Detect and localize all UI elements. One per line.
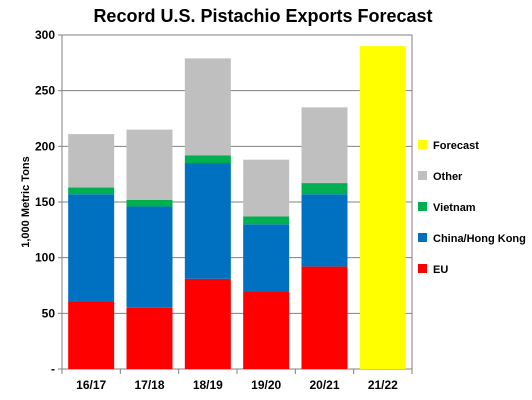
legend-label: Forecast	[433, 140, 479, 152]
y-tick-label: -	[51, 362, 55, 376]
x-tick-label: 17/18	[134, 378, 164, 392]
x-tick-label: 19/20	[251, 378, 281, 392]
bar-segment-vietnam	[243, 216, 290, 225]
legend: Forecast Other Vietnam China/Hong Kong EU	[418, 140, 526, 276]
bar-segment-china-hong-kong	[126, 206, 173, 308]
y-tick-label: 250	[35, 84, 55, 98]
legend-swatch	[418, 233, 427, 242]
legend-label: Other	[433, 171, 463, 183]
legend-label: EU	[433, 264, 448, 276]
y-tick-label: 200	[35, 139, 55, 153]
bar-segment-forecast	[359, 46, 406, 370]
bar-segment-china-hong-kong	[68, 194, 115, 302]
bars	[68, 46, 406, 370]
legend-swatch	[418, 264, 427, 273]
x-tick-label: 16/17	[76, 378, 106, 392]
y-tick-label: 50	[42, 306, 56, 320]
bar-segment-vietnam	[68, 187, 115, 195]
bar-segment-other	[126, 129, 173, 200]
bar-segment-other	[301, 107, 348, 184]
legend-swatch	[418, 202, 427, 211]
y-tick-label: 300	[35, 28, 55, 42]
gridlines	[61, 34, 413, 370]
bar-segment-china-hong-kong	[184, 163, 231, 279]
chart-title: Record U.S. Pistachio Exports Forecast	[93, 6, 432, 26]
y-tick-label: 150	[35, 195, 55, 209]
bar-segment-eu	[243, 291, 290, 369]
legend-swatch	[418, 171, 427, 180]
bar-segment-eu	[184, 278, 231, 369]
legend-label: Vietnam	[433, 202, 476, 214]
bar-segment-eu	[126, 307, 173, 369]
bar-segment-eu	[301, 266, 348, 369]
bar-segment-eu	[68, 301, 115, 369]
legend-swatch	[418, 140, 427, 149]
bar-segment-other	[243, 159, 290, 217]
x-tick-label: 20/21	[309, 378, 339, 392]
bar-segment-other	[184, 58, 231, 156]
bar-segment-vietnam	[126, 199, 173, 207]
bar-segment-vietnam	[301, 183, 348, 195]
bar-segment-other	[68, 134, 115, 188]
bar-segment-vietnam	[184, 155, 231, 164]
y-tick-label: 100	[35, 251, 55, 265]
y-axis-label: 1,000 Metric Tons	[20, 156, 32, 248]
legend-label: China/Hong Kong	[433, 233, 526, 245]
axes: - 50 100 150 200 250 300 16/17 17/18 18/19 19/20 20…	[35, 28, 413, 392]
bar-segment-china-hong-kong	[243, 224, 290, 292]
x-tick-label: 18/19	[193, 378, 223, 392]
bar-segment-china-hong-kong	[301, 194, 348, 267]
x-tick-label: 21/22	[368, 378, 398, 392]
